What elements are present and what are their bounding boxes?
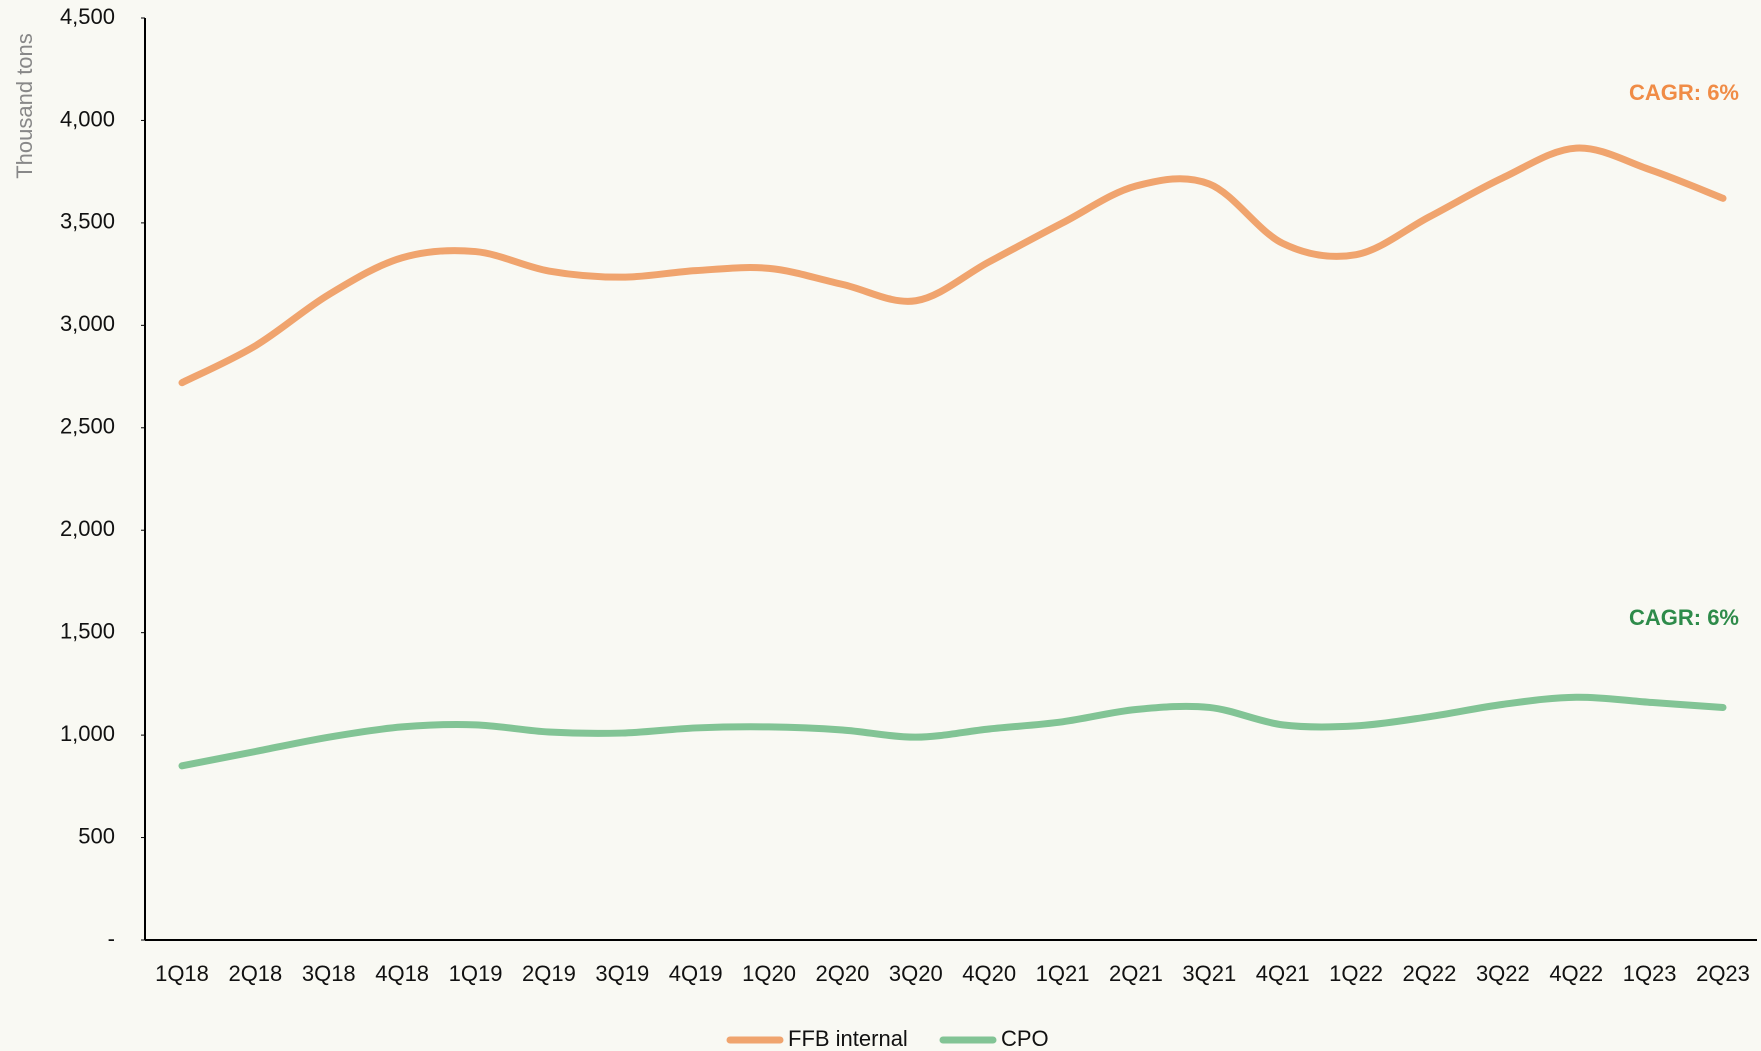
- x-tick-label: 2Q18: [228, 961, 282, 986]
- x-tick-label: 3Q20: [889, 961, 943, 986]
- x-tick-label: 3Q18: [302, 961, 356, 986]
- y-tick-label: 3,500: [60, 209, 115, 234]
- x-tick-label: 2Q23: [1696, 961, 1750, 986]
- y-tick-label: 1,500: [60, 618, 115, 643]
- x-tick-label: 4Q19: [669, 961, 723, 986]
- x-tick-label: 1Q18: [155, 961, 209, 986]
- x-tick-label: 1Q22: [1329, 961, 1383, 986]
- x-tick-label: 1Q21: [1036, 961, 1090, 986]
- x-tick-label: 2Q22: [1403, 961, 1457, 986]
- x-tick-label: 4Q20: [962, 961, 1016, 986]
- y-axis-title: Thousand tons: [12, 33, 37, 179]
- y-tick-label: 2,000: [60, 516, 115, 541]
- x-tick-label: 1Q23: [1623, 961, 1677, 986]
- y-tick-label: 4,000: [60, 106, 115, 131]
- y-tick-label: 4,500: [60, 4, 115, 29]
- x-tick-label: 4Q21: [1256, 961, 1310, 986]
- legend-label: FFB internal: [788, 1026, 908, 1051]
- x-tick-label: 1Q19: [449, 961, 503, 986]
- annotation: CAGR: 6%: [1629, 605, 1739, 630]
- x-tick-label: 3Q19: [595, 961, 649, 986]
- x-tick-label: 1Q20: [742, 961, 796, 986]
- line-series: [178, 693, 1727, 770]
- x-tick-label: 4Q18: [375, 961, 429, 986]
- x-tick-label: 2Q21: [1109, 961, 1163, 986]
- x-tick-label: 4Q22: [1549, 961, 1603, 986]
- y-tick-label: 3,000: [60, 311, 115, 336]
- y-tick-label: 2,500: [60, 414, 115, 439]
- y-tick-label: 1,000: [60, 721, 115, 746]
- legend-label: CPO: [1001, 1026, 1049, 1051]
- x-tick-label: 3Q22: [1476, 961, 1530, 986]
- x-tick-label: 2Q20: [816, 961, 870, 986]
- x-tick-label: 2Q19: [522, 961, 576, 986]
- x-tick-label: 3Q21: [1182, 961, 1236, 986]
- y-tick-label: 500: [78, 823, 115, 848]
- line-series: [178, 144, 1727, 387]
- y-tick-label: -: [108, 926, 115, 951]
- annotation: CAGR: 6%: [1629, 80, 1739, 105]
